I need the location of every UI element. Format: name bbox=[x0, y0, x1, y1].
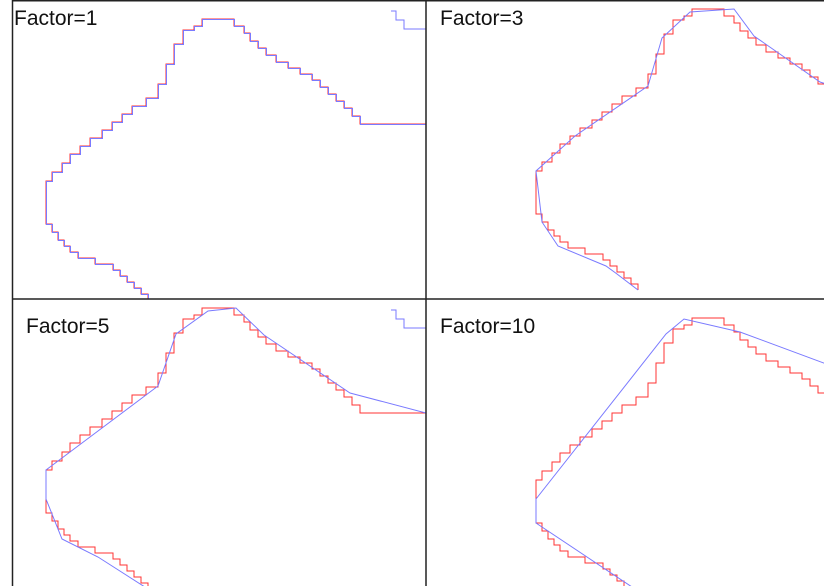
panel-label-factor-3: Factor=3 bbox=[440, 7, 524, 30]
panel-borders bbox=[11, 0, 824, 586]
panel-label-factor-10: Factor=10 bbox=[440, 315, 536, 338]
staircase-outline bbox=[535, 317, 824, 586]
panel-label-factor-5: Factor=5 bbox=[26, 315, 110, 338]
staircase-outline bbox=[535, 8, 824, 290]
simplified-outline-fragment bbox=[391, 10, 426, 30]
staircase-outline bbox=[45, 307, 426, 586]
panel-label-factor-1: Factor=1 bbox=[14, 7, 98, 30]
simplified-outline bbox=[535, 318, 824, 586]
simplified-outline bbox=[535, 8, 824, 291]
simplified-outline bbox=[46, 19, 426, 299]
panel-factor-3 bbox=[535, 8, 824, 291]
simplified-outline bbox=[45, 307, 426, 586]
panel-factor-10 bbox=[535, 317, 824, 586]
panel-factor-1 bbox=[45, 10, 426, 299]
simplified-outline-fragment bbox=[391, 309, 426, 329]
panel-factor-5 bbox=[45, 307, 426, 586]
staircase-outline bbox=[45, 18, 426, 299]
